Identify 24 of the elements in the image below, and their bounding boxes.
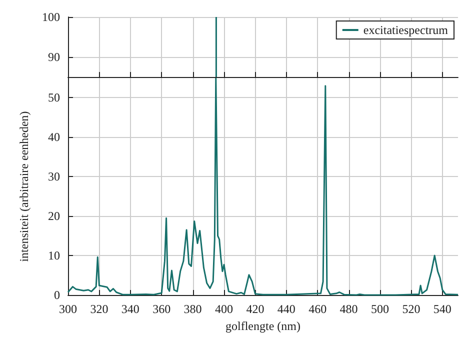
y-axis-title: intensiteit (arbitraire eenheden) [17,111,31,262]
x-axis-title: golflengte (nm) [226,318,300,333]
x-tick-label: 380 [184,302,202,316]
x-tick-label: 360 [152,302,171,316]
y-tick-label: 0 [54,288,60,302]
legend-label: excitatiespectrum [363,23,449,37]
y-tick-label: 20 [48,209,60,224]
x-tick-label: 300 [59,302,77,316]
x-tick-label: 340 [121,302,140,316]
y-tick-label: 50 [48,90,60,105]
y-tick-label: 40 [48,130,60,144]
x-tick-label: 480 [340,302,358,316]
x-tick-label: 420 [246,302,264,316]
x-tick-label: 400 [215,302,233,316]
x-tick-label: 320 [90,302,108,316]
y-tick-label: 100 [42,10,60,24]
x-tick-label: 520 [402,302,420,316]
x-tick-label: 540 [433,302,452,316]
y-tick-label: 90 [48,50,60,64]
x-tick-label: 500 [371,302,389,316]
x-tick-label: 440 [277,302,296,316]
x-tick-label: 460 [308,302,327,316]
y-tick-label: 10 [48,248,60,263]
y-tick-label: 30 [48,170,60,184]
